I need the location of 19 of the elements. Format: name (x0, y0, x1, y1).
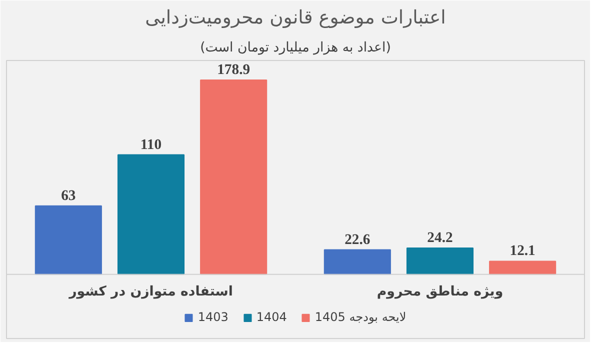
legend-label: لایحه بودجه 1405 (314, 310, 406, 324)
data-label: 22.6 (344, 232, 370, 248)
data-label: 12.1 (510, 243, 536, 260)
bar (200, 79, 268, 275)
legend-label: 1404 (256, 310, 287, 324)
x-tick-label: استفاده متوازن در کشور (68, 284, 233, 300)
bar (489, 260, 556, 275)
bar (117, 154, 185, 275)
data-label: 63 (61, 188, 76, 204)
data-label: 110 (140, 136, 162, 153)
data-label: 24.2 (427, 230, 453, 246)
data-label: 178.9 (217, 62, 250, 78)
chart-subtitle: (اعداد به هزار میلیارد تومان است) (200, 40, 391, 56)
bar (406, 248, 474, 275)
chart-title: اعتبارات موضوع قانون محرومیت‌زدایی (145, 8, 446, 28)
legend-label: 1403 (198, 310, 228, 324)
bar (34, 205, 102, 275)
bar (324, 249, 391, 275)
x-tick-label: ویژه مناطق محروم (376, 284, 504, 300)
